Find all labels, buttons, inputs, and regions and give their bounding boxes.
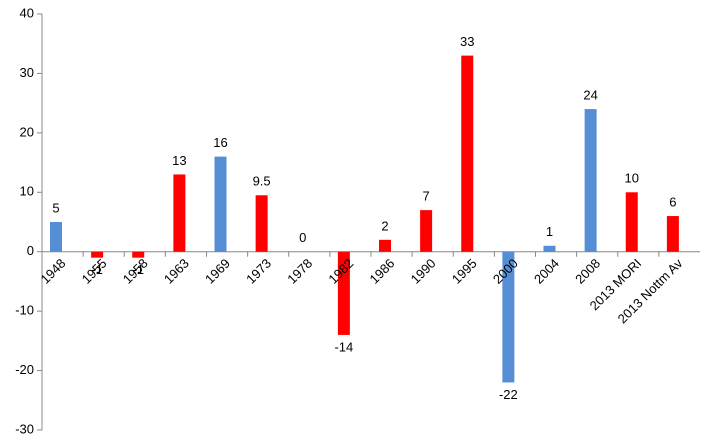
value-label: 33 — [460, 34, 474, 49]
value-label: 7 — [423, 189, 430, 204]
bar — [584, 109, 597, 252]
y-tick-label: -10 — [15, 303, 34, 318]
bar — [132, 251, 145, 258]
value-label: -1 — [132, 262, 144, 277]
x-tick-label: 2004 — [531, 256, 562, 287]
value-label: -1 — [91, 262, 103, 277]
value-label: 2 — [381, 218, 388, 233]
value-label: 10 — [625, 171, 639, 186]
bar — [91, 251, 104, 258]
bar — [502, 251, 515, 383]
bar — [625, 192, 638, 252]
bar — [461, 55, 474, 252]
value-label: -22 — [499, 387, 518, 402]
value-label: 1 — [546, 224, 553, 239]
bar — [255, 195, 268, 252]
y-tick-label: 40 — [20, 5, 34, 20]
value-label: 6 — [669, 194, 676, 209]
x-tick-label: 1986 — [366, 256, 397, 287]
x-tick-label: 1955 — [79, 256, 110, 287]
bar — [214, 156, 227, 252]
value-label: 5 — [52, 200, 59, 215]
y-tick-label: 0 — [27, 243, 34, 258]
value-label: -14 — [334, 339, 353, 354]
value-label: 24 — [583, 88, 597, 103]
value-label: 0 — [299, 230, 306, 245]
x-tick-label: 1958 — [120, 256, 151, 287]
y-tick-label: -20 — [15, 362, 34, 377]
x-tick-label: 1995 — [449, 256, 480, 287]
bar — [50, 222, 62, 252]
value-label: 13 — [172, 153, 186, 168]
bar — [379, 239, 391, 252]
bar — [337, 251, 350, 335]
value-label: 16 — [213, 135, 227, 150]
bar — [420, 210, 433, 252]
y-tick-label: 30 — [20, 65, 34, 80]
x-tick-label: 1978 — [284, 256, 315, 287]
x-tick-label: 1990 — [408, 256, 439, 287]
y-tick-label: 20 — [20, 124, 34, 139]
x-tick-label: 1969 — [202, 256, 233, 287]
y-tick-label: 10 — [20, 184, 34, 199]
x-tick-label: 1963 — [161, 256, 192, 287]
x-tick-label: 2008 — [572, 256, 603, 287]
bar — [173, 174, 186, 252]
value-label: 9.5 — [253, 174, 271, 189]
bar — [543, 245, 556, 252]
y-tick-label: -30 — [15, 421, 34, 436]
bar — [666, 216, 679, 252]
x-tick-label: 1973 — [243, 256, 274, 287]
